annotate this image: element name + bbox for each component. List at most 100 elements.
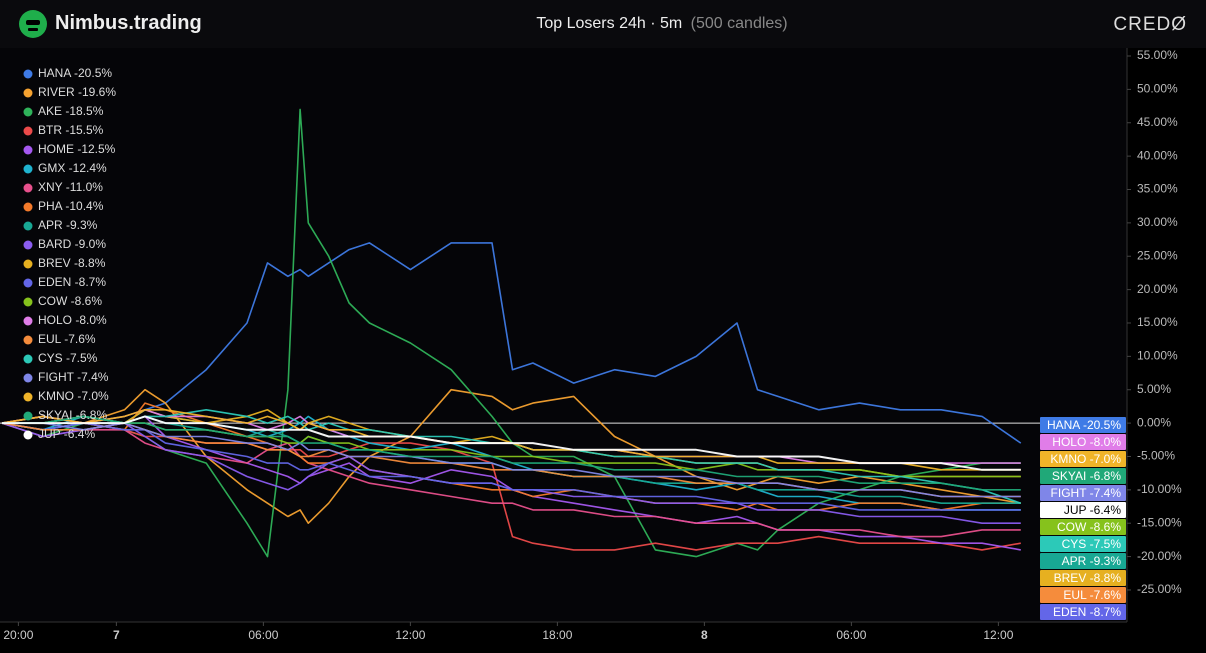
legend-dot — [23, 88, 33, 98]
y-tick-label: 40.00% — [1137, 148, 1178, 162]
legend-dot — [23, 183, 33, 193]
price-label-box — [1040, 519, 1126, 535]
legend-dot — [23, 278, 33, 288]
price-label-box — [1040, 485, 1126, 501]
series-line — [2, 409, 1022, 504]
x-tick-label: 8 — [701, 628, 708, 642]
legend-label[interactable]: EUL -7.6% — [38, 332, 96, 346]
legend-label[interactable]: PHA -10.4% — [38, 199, 104, 213]
y-tick-label: 15.00% — [1137, 315, 1178, 329]
legend-dot — [23, 240, 33, 250]
y-tick-label: 25.00% — [1137, 248, 1178, 262]
legend-dot — [23, 126, 33, 136]
legend-label[interactable]: APR -9.3% — [38, 218, 98, 232]
legend-label[interactable]: BTR -15.5% — [38, 123, 104, 137]
price-label-box — [1040, 451, 1126, 467]
price-label: JUP -6.4% — [1040, 502, 1126, 518]
legend-dot — [23, 430, 33, 440]
legend-dot — [23, 335, 33, 345]
legend-dot — [23, 259, 33, 269]
plot-area — [0, 48, 1127, 622]
legend-label[interactable]: EDEN -8.7% — [38, 275, 106, 289]
y-tick-label: 0.00% — [1137, 415, 1171, 429]
price-label: EDEN -8.7% — [1040, 604, 1126, 620]
x-tick-label: 06:00 — [248, 628, 278, 642]
legend-label[interactable]: HOME -12.5% — [38, 142, 116, 156]
y-tick-label: 10.00% — [1137, 349, 1178, 363]
price-label-text: EDEN -8.7% — [1053, 605, 1121, 619]
legend-label[interactable]: BREV -8.8% — [38, 256, 106, 270]
legend-dot — [23, 392, 33, 402]
legend-label[interactable]: XNY -11.0% — [38, 180, 103, 194]
price-label-text: APR -9.3% — [1062, 554, 1122, 568]
x-tick-label: 7 — [113, 628, 120, 642]
price-label-box — [1040, 536, 1126, 552]
legend-label[interactable]: BARD -9.0% — [38, 237, 106, 251]
y-tick-label: -15.00% — [1137, 515, 1182, 529]
price-label: FIGHT -7.4% — [1040, 485, 1126, 501]
price-label-box — [1040, 604, 1126, 620]
price-label-text: CYS -7.5% — [1062, 537, 1122, 551]
price-label-box — [1040, 468, 1126, 484]
series-line — [1, 108, 1021, 558]
legend-label[interactable]: AKE -18.5% — [38, 104, 104, 118]
y-tick-label: -10.00% — [1137, 482, 1182, 496]
series-line — [1, 242, 1022, 444]
y-tick-label: 35.00% — [1137, 182, 1178, 196]
x-tick-label: 20:00 — [3, 628, 33, 642]
y-tick-label: 5.00% — [1137, 382, 1171, 396]
price-label-text: COW -8.6% — [1057, 520, 1121, 534]
series-line — [2, 415, 1021, 471]
legend-dot — [23, 164, 33, 174]
price-label: COW -8.6% — [1040, 519, 1126, 535]
x-tick-label: 18:00 — [542, 628, 572, 642]
legend-label[interactable]: GMX -12.4% — [38, 161, 107, 175]
price-label-box — [1040, 570, 1126, 586]
price-label: SKYAI -6.8% — [1040, 468, 1126, 484]
price-label-text: KMNO -7.0% — [1050, 452, 1121, 466]
legend-label[interactable]: HANA -20.5% — [38, 66, 112, 80]
legend-dot — [23, 411, 33, 421]
series-line — [2, 422, 1021, 498]
x-tick-label: 12:00 — [395, 628, 425, 642]
price-label: HOLO -8.0% — [1040, 434, 1126, 450]
legend-dot — [23, 69, 33, 79]
x-tick-label: 06:00 — [836, 628, 866, 642]
y-tick-label: 20.00% — [1137, 282, 1178, 296]
series-line — [1, 388, 1021, 524]
legend-dot — [23, 316, 33, 326]
price-label-text: EUL -7.6% — [1063, 588, 1121, 602]
legend-label[interactable]: KMNO -7.0% — [38, 389, 109, 403]
legend-label[interactable]: RIVER -19.6% — [38, 85, 116, 99]
legend-label[interactable]: FIGHT -7.4% — [38, 370, 109, 384]
price-label: BREV -8.8% — [1040, 570, 1126, 586]
legend-dot — [23, 373, 33, 383]
price-label-text: FIGHT -7.4% — [1051, 486, 1122, 500]
legend-label[interactable]: HOLO -8.0% — [38, 313, 107, 327]
title: Top Losers 24h · 5m (500 candles) — [0, 15, 1206, 33]
logo-text[interactable]: CREDØ — [1113, 14, 1187, 35]
legend-label[interactable]: JUP -6.4% — [38, 427, 95, 441]
price-label: HANA -20.5% — [1040, 417, 1126, 433]
x-tick-label: 12:00 — [983, 628, 1013, 642]
price-label: CYS -7.5% — [1040, 536, 1126, 552]
price-label-box — [1040, 502, 1126, 518]
y-tick-label: 45.00% — [1137, 115, 1178, 129]
price-label-box — [1040, 417, 1126, 433]
legend-dot — [23, 202, 33, 212]
series-line — [2, 415, 1021, 491]
legend-label[interactable]: SKYAI -6.8% — [38, 408, 107, 422]
price-label-text: SKYAI -6.8% — [1052, 469, 1121, 483]
header: Nimbus.trading Top Losers 24h · 5m (500 … — [0, 0, 1206, 48]
y-tick-label: -5.00% — [1137, 449, 1175, 463]
price-label: APR -9.3% — [1040, 553, 1126, 569]
price-label: EUL -7.6% — [1040, 587, 1126, 603]
legend-label[interactable]: CYS -7.5% — [38, 351, 98, 365]
price-label-text: BREV -8.8% — [1054, 571, 1122, 585]
legend-dot — [23, 221, 33, 231]
price-label-text: HOLO -8.0% — [1052, 435, 1121, 449]
subtitle: (500 candles) — [690, 15, 788, 32]
legend-label[interactable]: COW -8.6% — [38, 294, 102, 308]
brand[interactable]: Nimbus.trading — [55, 12, 202, 34]
